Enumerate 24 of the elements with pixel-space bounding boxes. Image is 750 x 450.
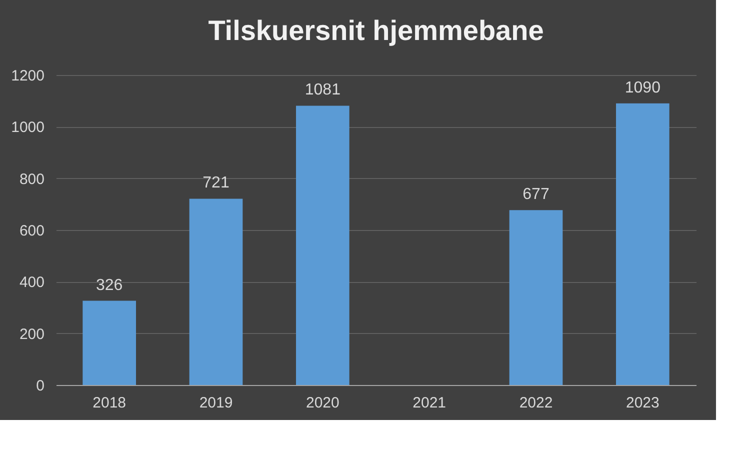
chart-title: Tilskuersnit hjemmebane xyxy=(208,15,544,46)
y-tick-label: 1200 xyxy=(11,68,44,84)
y-tick-label: 1000 xyxy=(11,119,44,136)
x-tick-label: 2023 xyxy=(626,394,660,412)
data-label: 1081 xyxy=(304,82,341,99)
bar xyxy=(509,210,563,385)
x-tick-label: 2020 xyxy=(306,394,340,412)
y-tick-label: 400 xyxy=(19,274,44,292)
bar xyxy=(616,103,670,385)
x-tick-label: 2019 xyxy=(199,394,233,412)
x-tick-label: 2021 xyxy=(412,394,446,412)
data-label: 1090 xyxy=(624,79,661,96)
y-tick-label: 800 xyxy=(19,170,44,188)
y-tick-label: 200 xyxy=(19,326,44,343)
data-label: 721 xyxy=(202,174,230,192)
bar xyxy=(82,300,136,385)
bar xyxy=(189,198,243,385)
y-tick-label: 0 xyxy=(36,378,44,394)
data-label: 677 xyxy=(522,186,550,204)
bar xyxy=(296,106,350,385)
x-tick-label: 2018 xyxy=(92,394,126,412)
y-tick-label: 600 xyxy=(19,222,44,240)
x-tick-label: 2022 xyxy=(519,394,553,412)
data-label: 326 xyxy=(96,276,123,294)
